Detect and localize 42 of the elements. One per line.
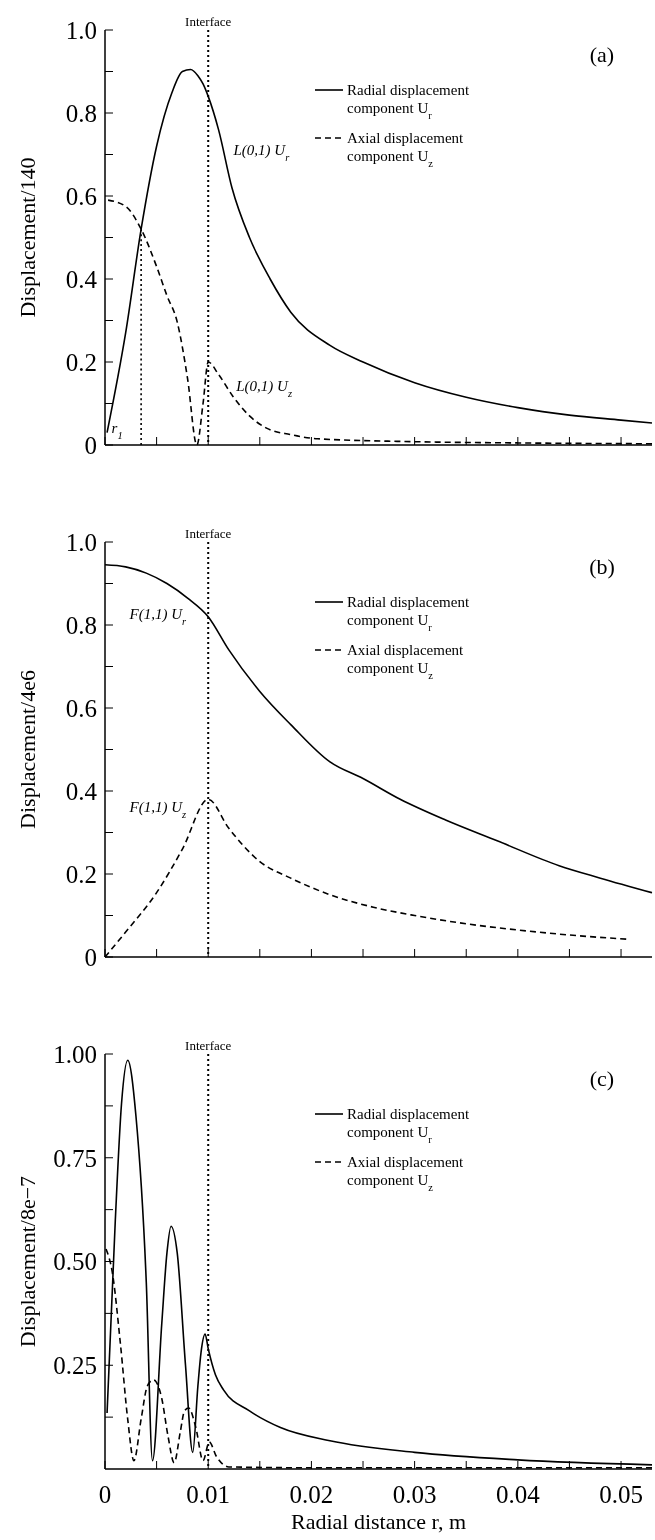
y-tick-label: 0 (84, 943, 97, 971)
ref-line-label: Interface (185, 526, 232, 541)
y-tick-label: 0.2 (65, 860, 97, 888)
ref-line-label: Interface (185, 14, 232, 29)
annotation: r$_{1}$ (111, 419, 123, 441)
annotation: L(0,1) U$_{z}$ (235, 378, 293, 399)
y-tick-label: 0.6 (65, 182, 97, 210)
y-tick-label: 0.8 (65, 99, 97, 127)
x-tick-label: 0.02 (289, 1481, 334, 1508)
y-axis-title: Displacement/8e−7 (15, 1175, 40, 1348)
legend-label: Radial displacement component U$_{r}$ (347, 82, 470, 121)
x-tick-label: 0.01 (186, 1481, 231, 1508)
y-tick-label: 0.50 (53, 1248, 97, 1276)
text: (a) (589, 42, 615, 67)
y-tick-label: 0.4 (65, 265, 98, 293)
annotation: F(1,1) U$_{z}$ (128, 798, 187, 820)
y-tick-label: 0 (84, 431, 97, 459)
x-tick-label: 0.05 (599, 1481, 643, 1508)
annotation: F(1,1) U$_{r}$ (128, 605, 188, 627)
y-axis-title: Displacement/4e6 (15, 670, 40, 829)
legend-label: Axial displacement component U$_{z}$ (347, 1154, 465, 1193)
y-tick-label: 1.00 (53, 1040, 97, 1068)
y-tick-label: 0.75 (53, 1144, 97, 1172)
x-tick-label: 0.04 (495, 1481, 541, 1508)
y-tick-label: 1.0 (65, 528, 97, 556)
y-tick-label: 0.25 (53, 1352, 97, 1379)
legend-label: Axial displacement component U$_{z}$ (347, 642, 465, 681)
x-axis-title: Radial distance r, m (290, 1509, 467, 1534)
y-axis-title: Displacement/140 (15, 157, 40, 318)
legend-label: Axial displacement component U$_{z}$ (347, 130, 465, 169)
y-tick-label: 0.6 (65, 694, 97, 722)
y-tick-label: 0.4 (65, 777, 98, 805)
text: (c) (589, 1066, 615, 1091)
annotation: L(0,1) U$_{r}$ (232, 141, 291, 162)
y-tick-label: 0.2 (65, 348, 97, 376)
y-tick-label: 1.0 (65, 16, 97, 44)
legend-label: Radial displacement component U$_{r}$ (347, 1106, 470, 1145)
y-tick-label: 0.8 (65, 611, 97, 639)
x-tick-label: 0.03 (392, 1481, 437, 1508)
ref-line-label: Interface (185, 1038, 232, 1053)
legend-label: Radial displacement component U$_{r}$ (347, 594, 470, 633)
text: (b) (589, 554, 615, 579)
